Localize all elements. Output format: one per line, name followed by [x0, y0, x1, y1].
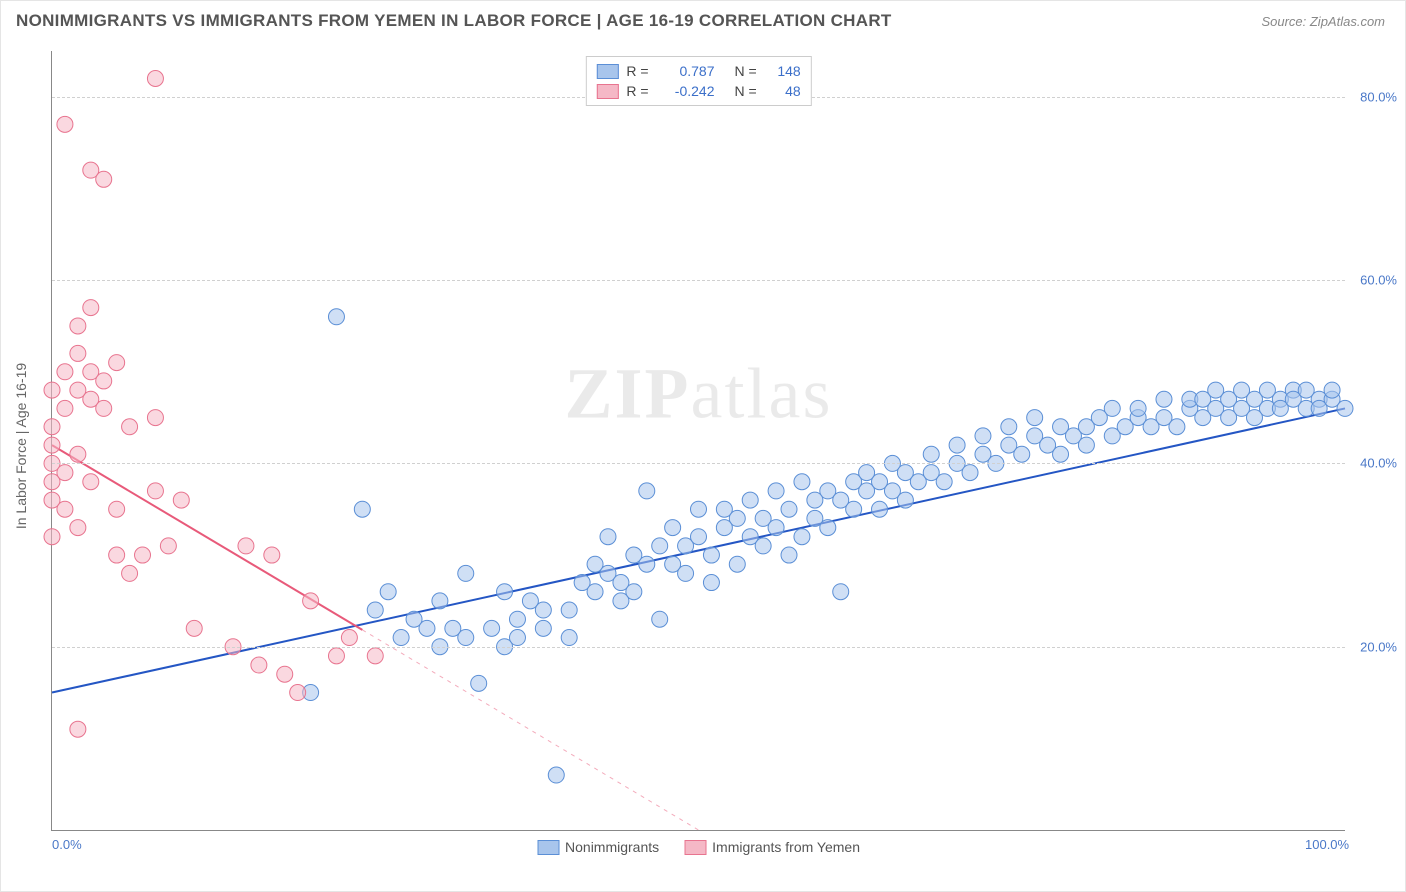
y-tick-label: 40.0%	[1349, 456, 1397, 471]
legend-swatch	[596, 84, 618, 99]
legend-n-value: 148	[771, 63, 801, 79]
series-legend-label: Nonimmigrants	[565, 839, 659, 855]
legend-r-label: R =	[626, 83, 648, 99]
series-legend-label: Immigrants from Yemen	[712, 839, 860, 855]
correlation-legend: R = 0.787 N = 148 R = -0.242 N = 48	[585, 56, 811, 106]
gridline	[52, 647, 1345, 648]
x-tick-label: 0.0%	[52, 837, 82, 852]
legend-r-value: 0.787	[663, 63, 715, 79]
legend-n-label: N =	[735, 63, 757, 79]
legend-row: R = -0.242 N = 48	[596, 81, 800, 101]
plot-area: ZIPatlas R = 0.787 N = 148 R = -0.242 N …	[51, 51, 1345, 831]
x-tick-label: 100.0%	[1305, 837, 1349, 852]
plot: ZIPatlas R = 0.787 N = 148 R = -0.242 N …	[51, 51, 1345, 831]
series-legend: Nonimmigrants Immigrants from Yemen	[537, 839, 860, 855]
legend-swatch	[684, 840, 706, 855]
y-axis-label: In Labor Force | Age 16-19	[13, 363, 29, 529]
legend-n-value: 48	[771, 83, 801, 99]
gridline	[52, 280, 1345, 281]
plot-svg	[52, 51, 1345, 830]
legend-n-label: N =	[735, 83, 757, 99]
chart-source: Source: ZipAtlas.com	[1261, 14, 1385, 29]
y-tick-label: 80.0%	[1349, 89, 1397, 104]
y-tick-label: 60.0%	[1349, 273, 1397, 288]
legend-r-label: R =	[626, 63, 648, 79]
chart-container: NONIMMIGRANTS VS IMMIGRANTS FROM YEMEN I…	[0, 0, 1406, 892]
y-tick-label: 20.0%	[1349, 639, 1397, 654]
legend-swatch	[596, 64, 618, 79]
chart-title: NONIMMIGRANTS VS IMMIGRANTS FROM YEMEN I…	[16, 11, 892, 31]
series-legend-item: Immigrants from Yemen	[684, 839, 860, 855]
series-legend-item: Nonimmigrants	[537, 839, 659, 855]
legend-r-value: -0.242	[663, 83, 715, 99]
chart-header: NONIMMIGRANTS VS IMMIGRANTS FROM YEMEN I…	[1, 1, 1405, 41]
legend-row: R = 0.787 N = 148	[596, 61, 800, 81]
gridline	[52, 463, 1345, 464]
legend-swatch	[537, 840, 559, 855]
